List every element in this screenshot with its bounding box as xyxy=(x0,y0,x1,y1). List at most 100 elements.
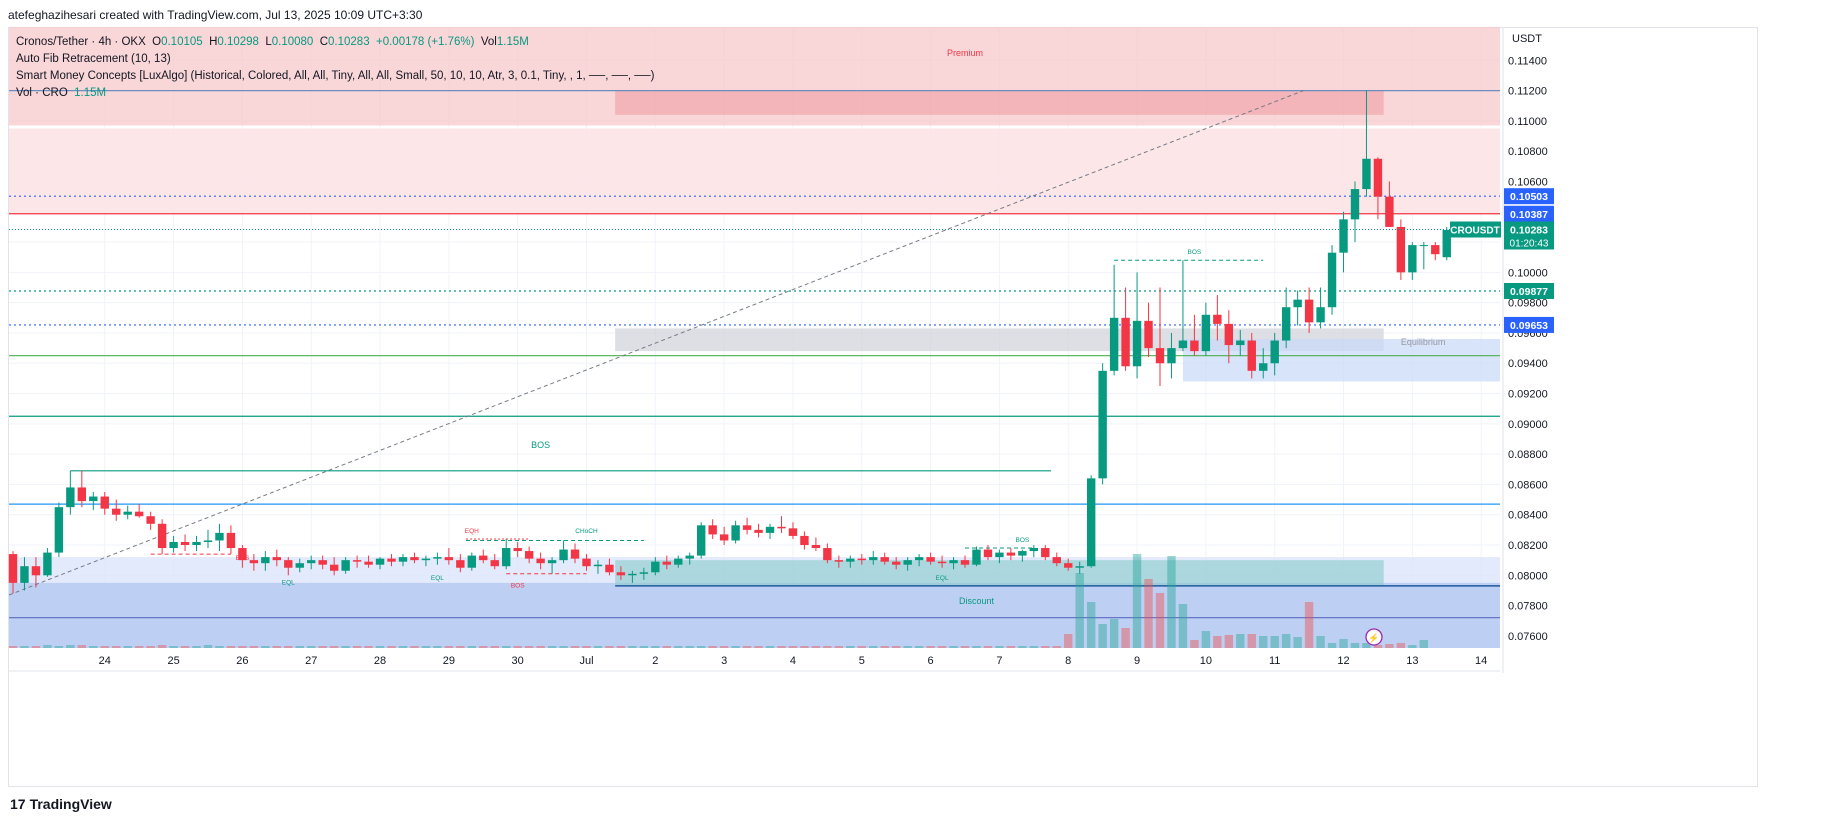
volume-bar xyxy=(272,646,282,648)
volume-bar xyxy=(697,646,706,648)
volume-bar xyxy=(467,646,476,648)
x-tick-label: 29 xyxy=(443,655,455,667)
volume-bar xyxy=(77,645,87,648)
volume-bar xyxy=(960,646,970,648)
legend-ohlc-row: Cronos/Tether · 4h · OKX O0.10105 H0.102… xyxy=(16,34,654,51)
volume-bar xyxy=(502,646,511,648)
volume-bar xyxy=(811,646,821,648)
price-badge xyxy=(1504,205,1554,222)
volume-bar xyxy=(1006,646,1016,648)
x-tick-label: 14 xyxy=(1475,655,1487,667)
volume-bar xyxy=(31,646,41,648)
structure-label: CHoCH xyxy=(575,528,598,535)
volume-bar xyxy=(685,646,694,648)
volume-bar xyxy=(869,646,878,648)
candle-body xyxy=(1178,340,1188,349)
volume-bar xyxy=(146,646,155,648)
volume-bar xyxy=(891,646,901,648)
candle-body xyxy=(524,551,534,559)
tradingview-logo[interactable]: 17 TradingView xyxy=(10,796,112,812)
candle-body xyxy=(467,555,476,568)
volume-bar xyxy=(66,645,75,648)
candle-body xyxy=(1327,252,1337,308)
y-tick-label: 0.10800 xyxy=(1508,146,1548,158)
volume-bar xyxy=(1086,602,1096,648)
volume-bar xyxy=(1350,643,1360,648)
candle-body xyxy=(1247,340,1256,371)
volume-bar xyxy=(43,645,52,648)
x-tick-label: 27 xyxy=(305,655,317,667)
volume-bar xyxy=(89,646,98,648)
candle-body xyxy=(547,560,557,564)
x-tick-label: 28 xyxy=(374,655,386,667)
y-tick-label: 0.11200 xyxy=(1508,86,1547,98)
volume-bar xyxy=(857,646,866,648)
volume-bar xyxy=(1178,604,1188,648)
volume-bar xyxy=(639,646,649,648)
candle-body xyxy=(559,549,568,561)
volume-bar xyxy=(1419,640,1429,648)
candle-body xyxy=(1431,245,1440,255)
volume-bar xyxy=(1155,593,1165,648)
y-tick-label: 0.07600 xyxy=(1508,631,1548,643)
candle-body xyxy=(708,525,717,535)
indicator-smc[interactable]: Smart Money Concepts [LuxAlgo] (Historic… xyxy=(16,70,655,82)
candle-body xyxy=(719,534,729,541)
candle-body xyxy=(157,523,167,549)
legend-vol-value: 1.15M xyxy=(496,36,529,48)
legend-symbol[interactable]: Cronos/Tether · 4h · OKX xyxy=(16,36,146,48)
candle-body xyxy=(639,572,649,574)
volume-bar xyxy=(226,646,236,648)
volume-bar xyxy=(112,646,121,648)
candle-body xyxy=(1006,552,1016,556)
structure-label: BOS xyxy=(236,555,250,562)
tradingview-mark-icon: 17 xyxy=(10,796,26,812)
premium-label: Premium xyxy=(947,48,983,58)
volume-bar xyxy=(593,646,603,648)
candle-body xyxy=(742,525,752,530)
volume-bar xyxy=(547,646,557,648)
indicator-fib[interactable]: Auto Fib Retracement (10, 13) xyxy=(16,53,171,65)
premium-zone-lower xyxy=(9,128,1500,214)
candle-body xyxy=(834,560,844,562)
symbol-tag-label: CROUSDT xyxy=(1450,226,1499,237)
volume-bar xyxy=(846,646,855,648)
volume-bar xyxy=(1109,619,1119,648)
candle-body xyxy=(937,561,947,564)
candle-body xyxy=(1385,196,1394,227)
candle-body xyxy=(949,560,958,564)
candle-body xyxy=(846,558,855,562)
volume-bar xyxy=(731,646,740,648)
candle-body xyxy=(1419,245,1429,247)
volume-bar xyxy=(1385,644,1394,648)
candle-body xyxy=(238,548,247,561)
candle-body xyxy=(226,532,236,549)
x-tick-label: 12 xyxy=(1337,655,1349,667)
candle-body xyxy=(857,558,866,561)
candle-body xyxy=(295,563,304,568)
price-badge-label: 0.10503 xyxy=(1510,191,1548,203)
candle-body xyxy=(169,541,178,549)
candle-body xyxy=(995,552,1004,558)
volume-bar xyxy=(490,646,499,648)
volume-bar xyxy=(54,646,64,648)
volume-bar xyxy=(834,646,844,648)
y-tick-label: 0.08400 xyxy=(1508,510,1548,522)
y-tick-label: 0.10600 xyxy=(1508,176,1548,188)
legend-open-label: O xyxy=(152,36,162,48)
volume-bar xyxy=(949,646,958,648)
volume-bar xyxy=(1018,646,1027,648)
volume-bar xyxy=(995,646,1004,648)
volume-bar xyxy=(375,646,385,648)
candle-body xyxy=(1281,307,1291,341)
indicator-volume[interactable]: Vol · CRO 1.15M xyxy=(16,85,654,102)
candle-body xyxy=(352,560,362,562)
volume-bar xyxy=(1190,640,1199,648)
y-tick-label: 0.07800 xyxy=(1508,601,1548,613)
volume-bar xyxy=(307,646,316,648)
volume-bar xyxy=(765,646,775,648)
candle-body xyxy=(398,557,408,562)
volume-bar xyxy=(1362,643,1371,648)
volume-bar xyxy=(719,646,729,648)
